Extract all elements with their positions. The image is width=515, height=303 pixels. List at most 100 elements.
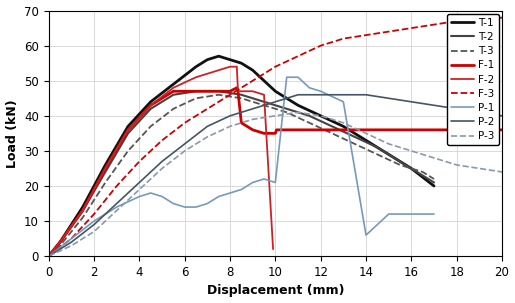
- P-1: [340, 100, 347, 104]
- T-2: [102, 170, 109, 174]
- X-axis label: Displacement (mm): Displacement (mm): [207, 285, 344, 298]
- P-2: [386, 96, 392, 100]
- T-1: [204, 58, 211, 62]
- F-2: [46, 254, 52, 258]
- T-3: [80, 216, 86, 219]
- P-1: [68, 237, 75, 241]
- P-2: [272, 100, 279, 104]
- F-3: [363, 33, 369, 37]
- P-1: [159, 195, 165, 198]
- T-3: [102, 181, 109, 184]
- Line: T-1: T-1: [49, 56, 434, 256]
- Line: P-3: P-3: [49, 112, 502, 256]
- T-2: [397, 160, 403, 163]
- F-1: [193, 89, 199, 93]
- F-3: [250, 79, 256, 82]
- F-3: [272, 65, 279, 68]
- P-2: [68, 240, 75, 244]
- F-1: [261, 132, 267, 135]
- P-3: [408, 149, 415, 153]
- T-1: [386, 153, 392, 156]
- T-1: [227, 58, 233, 62]
- Y-axis label: Load (kN): Load (kN): [6, 99, 19, 168]
- T-1: [340, 125, 347, 128]
- T-2: [170, 93, 177, 97]
- P-1: [318, 89, 324, 93]
- P-3: [114, 209, 120, 212]
- P-3: [204, 135, 211, 139]
- P-1: [182, 205, 188, 209]
- P-2: [499, 114, 505, 118]
- F-1: [46, 254, 52, 258]
- P-2: [454, 107, 460, 111]
- P-2: [182, 142, 188, 146]
- T-3: [352, 142, 358, 146]
- F-3: [91, 212, 97, 216]
- F-1: [284, 128, 290, 132]
- F-2: [235, 89, 241, 93]
- T-2: [80, 209, 86, 212]
- T-2: [193, 89, 199, 93]
- P-1: [284, 75, 290, 79]
- P-3: [499, 170, 505, 174]
- T-1: [408, 167, 415, 170]
- P-1: [148, 191, 154, 195]
- F-2: [193, 75, 199, 79]
- T-3: [420, 170, 426, 174]
- P-2: [227, 114, 233, 118]
- F-1: [295, 128, 301, 132]
- F-2: [148, 103, 154, 107]
- T-1: [431, 184, 437, 188]
- F-3: [295, 54, 301, 58]
- P-2: [91, 223, 97, 226]
- T-3: [148, 125, 154, 128]
- T-2: [148, 107, 154, 111]
- F-3: [46, 254, 52, 258]
- F-3: [340, 37, 347, 40]
- F-2: [80, 209, 86, 212]
- T-1: [148, 100, 154, 104]
- P-3: [227, 125, 233, 128]
- P-1: [295, 75, 301, 79]
- P-3: [46, 254, 52, 258]
- T-3: [125, 149, 131, 153]
- P-3: [295, 111, 301, 114]
- T-1: [272, 89, 279, 93]
- P-1: [431, 212, 437, 216]
- F-1: [227, 89, 233, 93]
- F-2: [57, 240, 63, 244]
- T-2: [216, 89, 222, 93]
- F-3: [408, 26, 415, 30]
- T-1: [46, 254, 52, 258]
- P-1: [136, 195, 143, 198]
- F-1: [499, 128, 505, 132]
- F-1: [273, 128, 280, 132]
- F-3: [182, 121, 188, 125]
- T-1: [57, 240, 63, 244]
- T-3: [329, 132, 335, 135]
- F-1: [80, 209, 86, 212]
- P-3: [318, 114, 324, 118]
- T-2: [352, 135, 358, 139]
- F-2: [270, 247, 276, 251]
- F-1: [57, 240, 63, 244]
- Legend: T-1, T-2, T-3, F-1, F-2, F-3, P-1, P-2, P-3: T-1, T-2, T-3, F-1, F-2, F-3, P-1, P-2, …: [447, 14, 499, 145]
- T-1: [318, 114, 324, 118]
- F-3: [476, 19, 483, 23]
- T-3: [57, 244, 63, 248]
- P-1: [114, 205, 120, 209]
- T-2: [374, 145, 381, 149]
- P-3: [250, 118, 256, 121]
- T-2: [284, 107, 290, 111]
- T-3: [238, 96, 245, 100]
- T-1: [125, 125, 131, 128]
- P-1: [216, 195, 222, 198]
- F-3: [159, 138, 165, 142]
- P-2: [363, 93, 369, 97]
- T-2: [125, 132, 131, 135]
- F-3: [68, 237, 75, 241]
- F-1: [125, 128, 131, 132]
- F-2: [227, 65, 233, 68]
- P-3: [136, 188, 143, 191]
- P-2: [408, 100, 415, 104]
